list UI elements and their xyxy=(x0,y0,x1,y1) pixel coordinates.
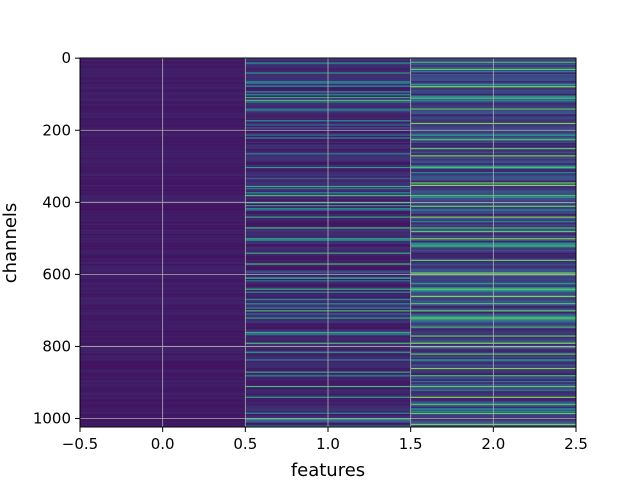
x-tick-label: 0.0 xyxy=(151,435,175,453)
x-tick-label: −0.5 xyxy=(62,435,98,453)
y-axis-ticks: 0 200 400 600 800 1000 xyxy=(33,49,80,428)
y-tick-label: 400 xyxy=(42,193,71,211)
y-tick-label: 1000 xyxy=(33,410,71,428)
x-axis-ticks: −0.5 0.0 0.5 1.0 1.5 2.0 2.5 xyxy=(62,427,588,453)
x-axis-label: features xyxy=(291,460,365,480)
y-axis-label: channels xyxy=(0,203,21,284)
x-tick-label: 0.5 xyxy=(233,435,257,453)
x-tick-label: 1.5 xyxy=(399,435,423,453)
x-tick-label: 2.0 xyxy=(481,435,505,453)
y-tick-label: 200 xyxy=(42,121,71,139)
y-tick-label: 600 xyxy=(42,265,71,283)
x-tick-label: 2.5 xyxy=(564,435,588,453)
y-tick-label: 0 xyxy=(61,49,71,67)
y-tick-label: 800 xyxy=(42,337,71,355)
x-tick-label: 1.0 xyxy=(316,435,340,453)
